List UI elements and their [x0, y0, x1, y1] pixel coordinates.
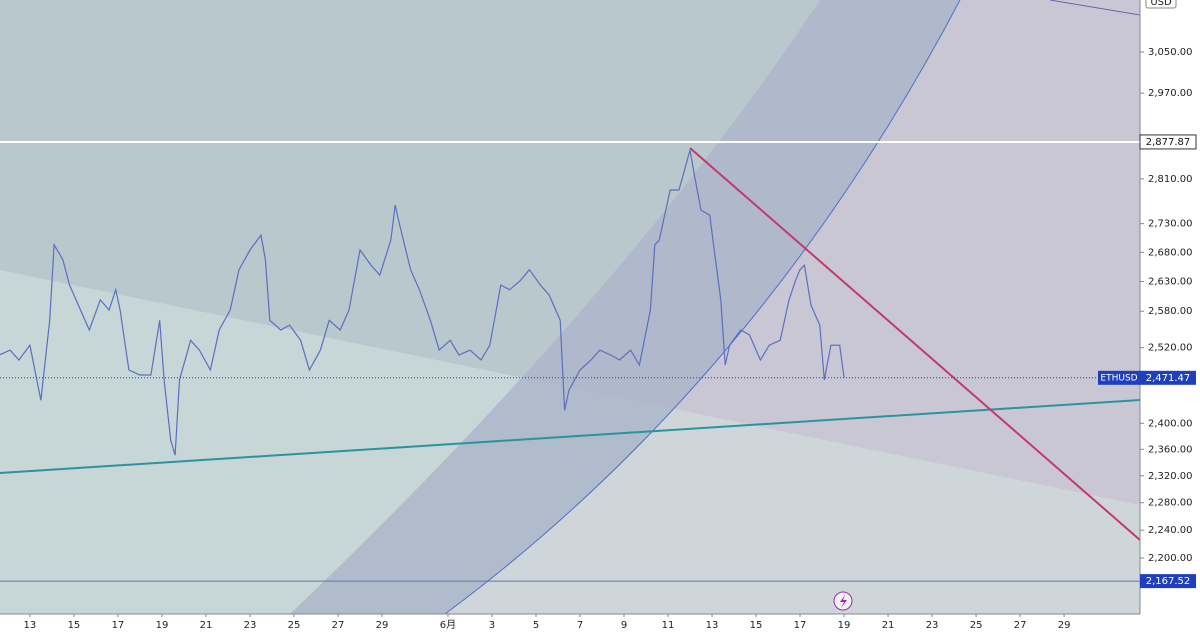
trend-line — [0, 399, 1141, 474]
overlay: 2,877.87 2,167.52 ETHUSD 2,471.47 — [1098, 134, 1197, 589]
unit-box — [1145, 0, 1177, 9]
x-tick-label: 25 — [970, 620, 983, 631]
x-tick-label: 27 — [1014, 620, 1027, 631]
symbol-label: ETHUSD — [1100, 373, 1137, 383]
unit-label: USD — [1150, 0, 1172, 8]
level-label: 2,167.52 — [1146, 576, 1191, 587]
x-tick-label: 19 — [156, 620, 169, 631]
x-tick-label: 9 — [621, 620, 627, 631]
level-badge — [1139, 134, 1197, 150]
y-tick-label: 2,680.00 — [1148, 247, 1193, 258]
x-tick-label: 29 — [1058, 620, 1071, 631]
fan-line — [1049, 0, 1141, 16]
x-tick-label: 27 — [332, 620, 345, 631]
y-tick-label: 2,320.00 — [1148, 471, 1193, 482]
symbol-badge — [1098, 370, 1140, 385]
arc-band — [290, 0, 960, 614]
x-tick-label: 23 — [926, 620, 939, 631]
y-tick-label: 2,280.00 — [1148, 498, 1193, 509]
x-tick-label: 17 — [794, 620, 807, 631]
x-tick-label: 25 — [288, 620, 301, 631]
y-tick-label: 2,200.00 — [1148, 553, 1193, 564]
y-tick-label: 2,810.00 — [1148, 174, 1193, 185]
y-tick-label: 2,580.00 — [1148, 306, 1193, 317]
y-tick-label: 2,970.00 — [1148, 88, 1193, 99]
x-tick-label: 11 — [662, 620, 675, 631]
x-tick-label: 13 — [24, 620, 37, 631]
x-tick-label: 17 — [112, 620, 125, 631]
marks — [0, 140, 1140, 582]
x-tick-label: 3 — [489, 620, 495, 631]
x-tick-label: 21 — [882, 620, 895, 631]
price-label: 2,471.47 — [1146, 373, 1191, 384]
x-tick-label: 29 — [376, 620, 389, 631]
x-tick-label: 19 — [838, 620, 851, 631]
x-tick-label: 13 — [706, 620, 719, 631]
level-badge — [1140, 574, 1196, 589]
x-tick-label: 5 — [533, 620, 539, 631]
price-badge — [1140, 370, 1196, 385]
y-tick-label: 2,360.00 — [1148, 444, 1193, 455]
y-tick-label: 2,520.00 — [1148, 343, 1193, 354]
y-tick-label: 3,050.00 — [1148, 47, 1193, 58]
x-tick-label: 6月 — [440, 619, 456, 631]
x-tick-label: 23 — [244, 620, 257, 631]
y-tick-label: 2,730.00 — [1148, 219, 1193, 230]
alert-icon-bolt — [840, 595, 847, 608]
price-line — [0, 149, 845, 456]
down-trend-line — [689, 147, 1141, 541]
level-label: 2,877.87 — [1146, 137, 1191, 148]
price-axis — [1140, 0, 1200, 633]
y-tick-label: 2,400.00 — [1148, 418, 1193, 429]
x-tick-label: 21 — [200, 620, 213, 631]
time-axis — [0, 614, 1140, 633]
y-tick-label: 2,630.00 — [1148, 276, 1193, 287]
y-tick-label: 2,240.00 — [1148, 525, 1193, 536]
x-tick-label: 7 — [577, 620, 583, 631]
x-tick-label: 15 — [750, 620, 763, 631]
x-tick-label: 15 — [68, 620, 81, 631]
